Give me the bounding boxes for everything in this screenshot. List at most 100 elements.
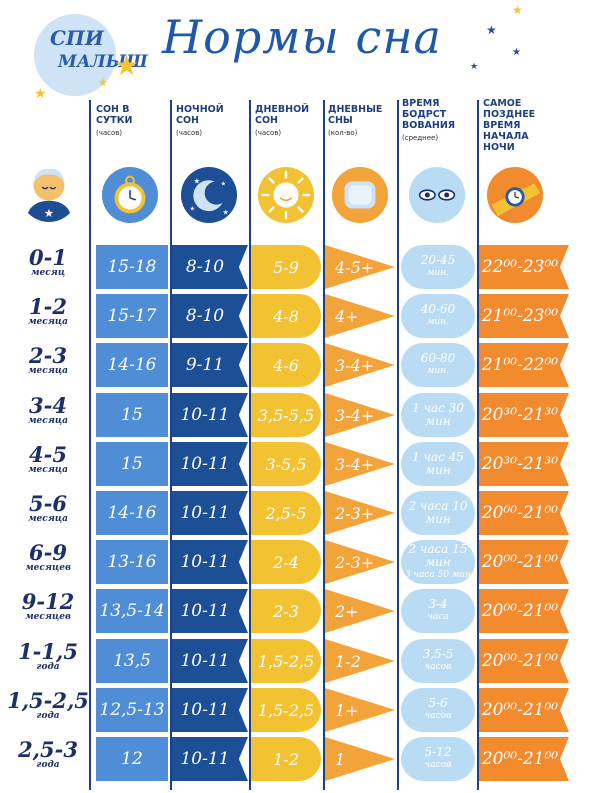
cell-day: 2-4 [251,540,321,584]
wake-value: 5-12 [424,745,452,759]
eyes-icon [408,166,466,224]
cell-night: 8-10 [172,294,248,338]
age-range: 2-3 [29,343,67,368]
age-unit: года [36,711,60,721]
cell-wake: 1 час 45 мин [401,442,475,486]
wake-unit: мин. [426,366,450,376]
column-header-wake: ВРЕМЯ БОДРСТ ВОВАНИЯ (среднее) [402,98,456,142]
column-header-day: ДНЕВНОЙ СОН (часов) [255,104,310,137]
cell-day: 3-5,5 [251,442,321,486]
column-divider [89,100,91,790]
cell-naps: 1+ [325,688,395,732]
wake-unit: мин. [426,268,450,278]
wake-unit: мин. [426,317,450,327]
cell-day: 1,5-2,5 [251,688,321,732]
cell-day: 2,5-5 [251,491,321,535]
cell-day: 2-3 [251,589,321,633]
cell-naps: 3-4+ [325,442,395,486]
cell-naps: 2-3+ [325,540,395,584]
age-label: 6-9 месяцев [6,542,90,573]
cell-total: 12,5-13 [96,688,168,732]
wake-value: 3,5-5 [422,647,454,661]
column-divider [249,100,251,790]
baby-icon: ★ [25,168,73,222]
age-range: 1,5-2,5 [7,688,89,713]
cell-wake: 3-4 часа [401,589,475,633]
star-icon: ★ [486,23,497,37]
age-unit: месяцев [25,612,71,622]
star-icon: ★ [114,50,140,81]
wake-value: 3-4 [428,597,448,611]
page-title: Нормы сна [162,10,442,64]
cell-night: 10-11 [172,393,248,437]
wake-unit: часов [424,662,452,672]
age-label: 1,5-2,5 года [6,690,90,721]
column-divider [323,100,325,790]
cell-latest: 21⁰⁰-23⁰⁰ [479,294,569,338]
pocket-watch-icon [101,166,159,224]
sun-icon [257,166,315,224]
cell-latest: 20³⁰-21³⁰ [479,442,569,486]
wake-value: 40-60 [420,302,456,316]
cell-night: 8-10 [172,245,248,289]
star-icon: ★ [470,61,479,71]
cell-total: 15 [96,442,168,486]
column-divider [170,100,172,790]
svg-text:★: ★ [194,176,201,185]
column-header-naps: ДНЕВНЫЕ СНЫ (кол-во) [328,104,383,137]
age-label: 5-6 месяца [6,493,90,524]
cell-total: 12 [96,737,168,781]
cell-naps: 1 [325,737,395,781]
cell-day: 1,5-2,5 [251,639,321,683]
cell-wake: 2 часа 15 мин 3 часа 50 мин [401,540,475,584]
age-unit: месяца [28,366,68,376]
age-label: 2,5-3 года [6,739,90,770]
age-label: 2-3 месяца [6,345,90,376]
column-header-total: СОН В СУТКИ (часов) [96,104,133,137]
svg-text:★: ★ [190,205,195,212]
wake-unit: часов [424,711,452,721]
cell-night: 10-11 [172,688,248,732]
cell-wake: 3,5-5 часов [401,639,475,683]
age-unit: месяца [28,416,68,426]
age-label: 4-5 месяца [6,444,90,475]
cell-wake: 60-80 мин. [401,343,475,387]
cell-night: 10-11 [172,737,248,781]
cell-latest: 20⁰⁰-21⁰⁰ [479,540,569,584]
cell-latest: 20⁰⁰-21⁰⁰ [479,589,569,633]
cell-naps: 4+ [325,294,395,338]
cell-naps: 3-4+ [325,343,395,387]
svg-text:★: ★ [221,180,226,187]
cell-total: 15-17 [96,294,168,338]
cell-total: 14-16 [96,343,168,387]
column-divider [477,100,479,790]
age-range: 0-1 [29,245,67,270]
cell-night: 10-11 [172,442,248,486]
age-label: 0-1 месяц [6,247,90,278]
age-range: 6-9 [29,540,67,565]
cell-naps: 1-2 [325,639,395,683]
cell-latest: 20⁰⁰-21⁰⁰ [479,737,569,781]
cell-day: 4-8 [251,294,321,338]
cell-naps: 2+ [325,589,395,633]
cell-day: 3,5-5,5 [251,393,321,437]
age-unit: месяца [28,317,68,327]
column-header-night: НОЧНОЙ СОН (часов) [176,104,224,137]
cell-wake: 20-45 мин. [401,245,475,289]
cell-latest: 20⁰⁰-21⁰⁰ [479,491,569,535]
moon-icon: ★ ★ ★ ★ [180,166,238,224]
cell-night: 10-11 [172,639,248,683]
wake-value: 2 часа 10 мин [408,499,468,526]
age-unit: месяцев [25,563,71,573]
wake-value: 5-6 [428,696,448,710]
cell-wake: 5-12 часов [401,737,475,781]
age-unit: месяц [30,268,66,278]
cell-latest: 22⁰⁰-23⁰⁰ [479,245,569,289]
column-header-latest: САМОЕ ПОЗДНЕЕ ВРЕМЯ НАЧАЛА НОЧИ [483,98,536,153]
cell-wake: 2 часа 10 мин [401,491,475,535]
cell-latest: 20³⁰-21³⁰ [479,393,569,437]
logo: СПИ МАЛЫШ [28,8,148,98]
age-unit: года [36,662,60,672]
wake-value: 2 часа 15 мин [408,541,468,569]
star-icon: ★ [98,77,108,89]
